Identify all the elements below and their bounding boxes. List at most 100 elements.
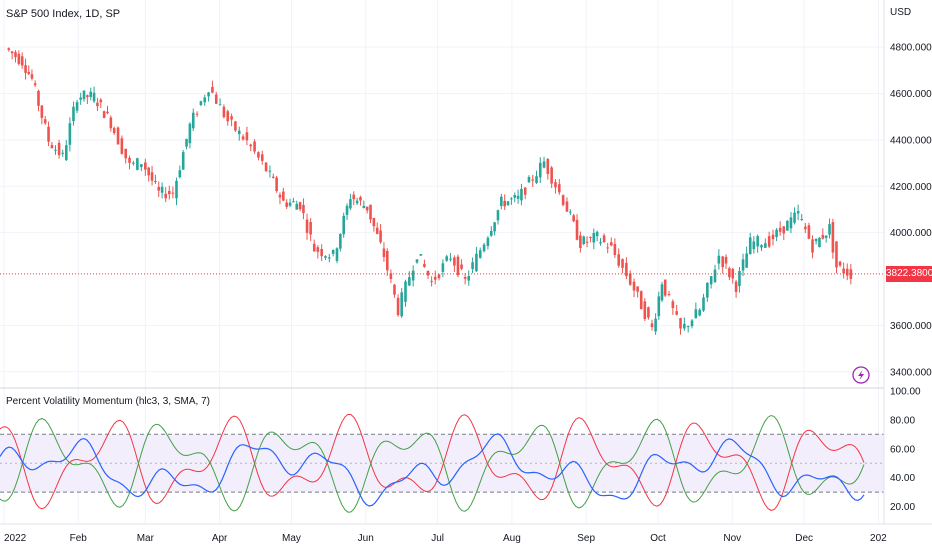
candle-body — [709, 276, 713, 285]
candle-body — [195, 113, 199, 115]
lightning-icon[interactable] — [852, 366, 870, 384]
candle-body — [37, 90, 40, 106]
candle-body — [226, 111, 230, 122]
candle-body — [602, 235, 606, 242]
candle-body — [741, 259, 745, 271]
candle-body — [92, 92, 96, 102]
candle-body — [298, 202, 302, 210]
x-tick-label: Oct — [650, 533, 666, 544]
candle-body — [493, 222, 496, 232]
candle-body — [191, 112, 195, 129]
candle-body — [767, 236, 771, 247]
candle-body — [728, 268, 731, 278]
candle-body — [793, 212, 796, 223]
last-price-badge: 3822.38000 — [886, 265, 932, 282]
y-tick-label: 4400.00000 — [890, 135, 932, 146]
candle-body — [698, 309, 701, 316]
candle-body — [500, 196, 503, 206]
candle-body — [27, 71, 31, 74]
candle-body — [789, 217, 793, 229]
indicator-tick-label: 40.00 — [890, 473, 915, 484]
candle-body — [441, 263, 445, 272]
candle-body — [181, 152, 185, 170]
candle-body — [702, 297, 705, 311]
candle-body — [599, 242, 602, 244]
candle-body — [595, 231, 599, 237]
candle-body — [47, 126, 50, 142]
candle-body — [582, 236, 586, 244]
candle-body — [43, 119, 47, 124]
candle-body — [764, 243, 767, 248]
candle-body — [207, 92, 210, 97]
candle-body — [365, 206, 369, 211]
candle-body — [214, 94, 218, 104]
candle-body — [393, 284, 396, 295]
candle-body — [660, 284, 664, 301]
indicator-tick-label: 80.00 — [890, 415, 915, 426]
candle-body — [565, 201, 569, 212]
candle-body — [617, 254, 621, 266]
candle-body — [136, 158, 139, 170]
candle-body — [478, 250, 482, 258]
candle-body — [489, 230, 493, 236]
candle-body — [375, 227, 379, 234]
y-tick-label: 4600.00000 — [890, 89, 932, 100]
candle-body — [845, 268, 849, 276]
candle-body — [471, 262, 474, 270]
candle-body — [650, 323, 654, 328]
candle-body — [748, 237, 752, 255]
candle-body — [842, 268, 845, 274]
candle-body — [82, 90, 86, 100]
candle-body — [369, 204, 372, 220]
candle-body — [222, 106, 226, 118]
candle-body — [738, 270, 741, 287]
candle-body — [140, 164, 143, 168]
candle-body — [20, 56, 24, 66]
candle-body — [75, 102, 79, 111]
candle-body — [230, 116, 233, 120]
candle-body — [724, 256, 728, 264]
candle-body — [734, 281, 738, 292]
candle-body — [609, 242, 613, 246]
candle-body — [625, 262, 628, 277]
candle-body — [475, 253, 478, 272]
candle-body — [408, 277, 411, 286]
candle-body — [132, 162, 135, 164]
candle-body — [585, 241, 589, 243]
y-tick-label: 4800.00000 — [890, 43, 932, 54]
candle-body — [157, 186, 161, 191]
candle-body — [171, 192, 175, 194]
y-tick-label: 3400.00000 — [890, 367, 932, 378]
candle-body — [112, 128, 116, 134]
candle-body — [628, 273, 632, 285]
candle-body — [796, 211, 800, 214]
candle-body — [771, 234, 775, 240]
candle-body — [50, 145, 54, 149]
indicator-blue-line — [0, 433, 865, 507]
candle-body — [260, 154, 264, 161]
candle-body — [643, 301, 647, 320]
candle-body — [335, 248, 339, 261]
candle-body — [828, 224, 831, 235]
candle-body — [778, 227, 782, 232]
candle-body — [821, 234, 825, 239]
candle-body — [328, 257, 331, 259]
x-tick-label: Mar — [137, 533, 155, 544]
candle-body — [188, 123, 192, 144]
candle-body — [396, 297, 400, 316]
candle-body — [760, 245, 763, 248]
candle-body — [554, 182, 557, 188]
candle-body — [40, 105, 44, 118]
candle-body — [167, 190, 171, 195]
candle-body — [467, 275, 471, 281]
candle-body — [379, 230, 382, 243]
candle-body — [124, 148, 127, 159]
candle-body — [510, 198, 513, 200]
candle-body — [61, 152, 64, 154]
candle-body — [331, 249, 335, 254]
x-tick-label: Jun — [358, 533, 374, 544]
x-tick-label: Apr — [212, 533, 228, 544]
x-tick-label: Dec — [795, 533, 813, 544]
